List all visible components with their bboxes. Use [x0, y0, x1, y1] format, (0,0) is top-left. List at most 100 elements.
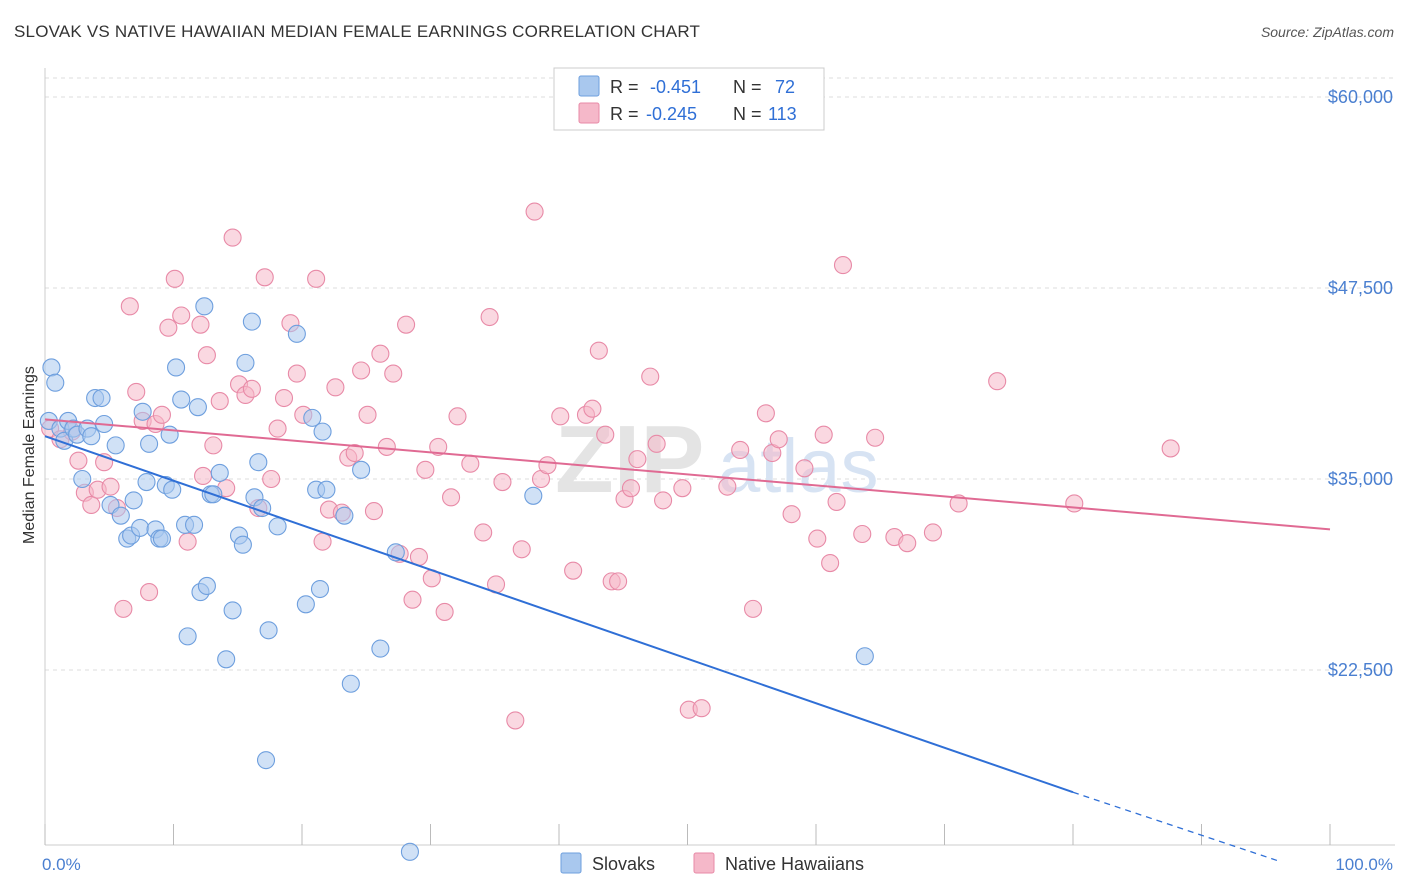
slovaks-point	[73, 469, 92, 489]
slovaks-point	[287, 324, 306, 343]
slovaks-point	[178, 627, 197, 646]
slovaks-point	[303, 408, 322, 427]
native-hawaiians-point	[69, 451, 88, 470]
slovaks-point	[197, 576, 216, 596]
native-hawaiians-point	[461, 454, 480, 473]
native-hawaiians-point	[352, 361, 371, 380]
native-hawaiians-point	[377, 437, 396, 456]
slovaks-point	[317, 480, 336, 499]
native-hawaiians-point	[403, 590, 422, 609]
native-hawaiians-point	[82, 495, 101, 515]
native-hawaiians-point	[512, 540, 531, 559]
native-hawaiians-point	[194, 466, 213, 485]
slovaks-point	[256, 751, 276, 770]
native-hawaiians-point	[506, 711, 525, 730]
native-hawaiians-trendline	[44, 418, 1331, 531]
native-hawaiians-point	[827, 492, 846, 511]
native-hawaiians-point	[493, 473, 512, 492]
slovaks-point	[217, 650, 236, 669]
gridlines	[45, 77, 1395, 671]
native-hawaiians-point	[583, 399, 602, 418]
native-hawaiians-point	[795, 459, 814, 478]
slovaks-point	[133, 402, 152, 421]
native-hawaiians-point	[287, 364, 306, 383]
slovaks-point	[210, 463, 229, 482]
chart-title: SLOVAK VS NATIVE HAWAIIAN MEDIAN FEMALE …	[14, 22, 701, 41]
slovaks-point	[296, 595, 315, 614]
slovaks-point	[167, 358, 186, 377]
x-tick-labels: 0.0% 100.0%	[42, 855, 1393, 874]
slovaks-point	[249, 453, 268, 472]
native-hawaiians-point	[429, 437, 448, 456]
native-hawaiians-point	[364, 502, 384, 521]
slovaks-point	[185, 515, 204, 534]
slovaks-point	[195, 297, 214, 316]
native-hawaiians-point	[268, 419, 287, 438]
slovaks-point	[223, 601, 242, 620]
native-hawaiians-point	[210, 392, 229, 411]
native-hawaiians-point	[371, 344, 390, 363]
legend-n-label-slovaks: N =	[733, 77, 762, 97]
native-hawaiians-point	[692, 699, 711, 718]
native-hawaiians-point	[1065, 494, 1084, 513]
slovaks-point	[152, 529, 171, 548]
native-hawaiians-point	[621, 479, 641, 498]
native-hawaiians-point	[988, 372, 1007, 391]
native-hawaiians-point	[866, 428, 885, 447]
native-hawaiians-point	[242, 379, 261, 398]
native-hawaiians-point	[654, 491, 673, 510]
native-hawaiians-point	[140, 583, 159, 602]
legend-n-value-slovaks: 72	[775, 77, 795, 97]
bottom-legend-swatch-slovaks	[560, 852, 582, 874]
native-hawaiians-point	[609, 572, 628, 591]
native-hawaiians-point	[442, 488, 461, 507]
native-hawaiians-point	[538, 456, 557, 475]
legend-r-label-native-hawaiians: R =	[610, 104, 639, 124]
legend-swatch-slovaks	[578, 75, 600, 97]
native-hawaiians-point	[769, 430, 788, 449]
native-hawaiians-point	[204, 436, 223, 455]
native-hawaiians-point	[551, 407, 570, 426]
slovaks-point	[341, 674, 360, 693]
native-hawaiians-point	[358, 405, 377, 424]
slovaks-point	[310, 579, 330, 599]
native-hawaiians-point	[833, 256, 853, 275]
bottom-legend-label-slovaks: Slovaks	[592, 854, 655, 874]
slovaks-point	[268, 517, 287, 536]
legend-swatch-native-hawaiians	[578, 102, 600, 124]
x-tick-label: 0.0%	[42, 855, 81, 874]
slovaks-point	[82, 427, 101, 446]
slovaks-point	[124, 491, 143, 510]
native-hawaiians-point	[647, 434, 666, 453]
native-hawaiians-point	[172, 306, 191, 325]
native-hawaiians-point	[152, 405, 171, 424]
slovaks-point	[313, 422, 332, 441]
slovaks-point	[137, 473, 156, 492]
native-hawaiians-point	[821, 553, 840, 573]
slovaks-point	[242, 312, 261, 331]
y-tick-label: $35,000	[1328, 469, 1393, 489]
legend-n-value-native-hawaiians: 113	[768, 104, 797, 124]
slovaks-point	[163, 480, 182, 499]
native-hawaiians-point	[756, 404, 775, 423]
native-hawaiians-point	[197, 346, 216, 365]
native-hawaiians-point	[731, 440, 750, 460]
native-hawaiians-point	[596, 425, 615, 444]
legend-r-value-slovaks: -0.451	[650, 77, 701, 97]
y-tick-label: $47,500	[1328, 278, 1393, 298]
slovaks-point	[524, 486, 543, 505]
native-hawaiians-point	[814, 425, 833, 444]
native-hawaiians-point	[159, 318, 178, 337]
native-hawaiians-point	[313, 532, 332, 551]
legend-r-label-slovaks: R =	[610, 77, 639, 97]
slovaks-points	[39, 297, 874, 861]
native-hawaiians-point	[178, 532, 197, 551]
native-hawaiians-point	[641, 367, 660, 386]
slovaks-point	[236, 353, 255, 372]
native-hawaiians-point	[191, 315, 210, 334]
slovaks-point	[111, 506, 130, 525]
y-tick-label: $60,000	[1328, 87, 1393, 107]
native-hawaiians-point	[628, 450, 647, 469]
slovaks-point	[371, 639, 390, 658]
